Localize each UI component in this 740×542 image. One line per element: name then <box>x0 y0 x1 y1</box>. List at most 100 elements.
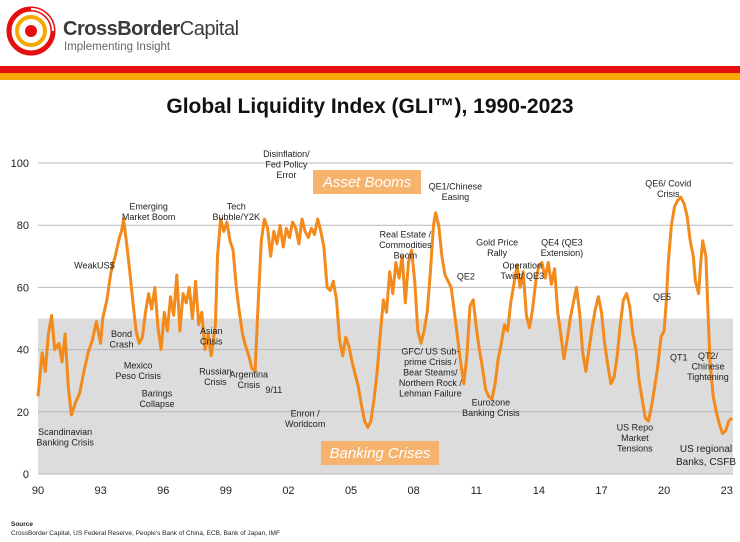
annotation-line: Argentina <box>230 370 269 380</box>
annotation-line: Crash <box>109 340 133 350</box>
x-tick-label: 17 <box>595 485 607 497</box>
side-note-line: Banks, CSFB <box>676 457 736 468</box>
annotation-line: Peso Crisis <box>115 371 161 381</box>
x-tick-label: 23 <box>721 485 733 497</box>
annotation-line: Collapse <box>139 399 174 409</box>
annotation-line: Operation <box>502 261 542 271</box>
event-annotation: QE4 (QE3 Extension) <box>541 237 584 258</box>
event-annotation: Emerging Market Boom <box>122 202 176 223</box>
annotation-line: Market <box>621 433 649 443</box>
event-annotation: Russian Crisis <box>199 366 232 387</box>
brand-name: CrossBorderCapital <box>63 18 239 41</box>
annotation-line: Commodities <box>379 240 432 250</box>
annotation-line: Real Estate / <box>380 230 432 240</box>
annotation-line: prime Crisis / <box>404 357 457 367</box>
annotation-line: Barings <box>142 388 173 398</box>
annotation-line: Bond <box>111 329 132 339</box>
annotation-line: Bear Steams/ <box>403 367 458 377</box>
event-annotation: Scandinavian Banking Crisis <box>36 427 94 448</box>
asset-booms-box-bg <box>313 170 421 194</box>
annotation-line: Error <box>276 170 296 180</box>
x-tick-label: 02 <box>282 485 294 497</box>
source-label: Source <box>11 521 34 528</box>
event-annotation: Barings Collapse <box>139 388 174 409</box>
event-annotation: QT1 <box>670 352 688 362</box>
x-tick-label: 05 <box>345 485 357 497</box>
annotation-line: Easing <box>442 192 470 202</box>
y-tick-label: 0 <box>23 469 29 481</box>
y-tick-label: 80 <box>17 220 29 232</box>
annotation-line: Tightening <box>687 372 729 382</box>
annotation-line: Banking Crisis <box>36 438 94 448</box>
annotation-line: Tensions <box>617 443 653 453</box>
brand-bold: CrossBorder <box>63 18 180 40</box>
side-note: US regional Banks, CSFB <box>676 444 736 468</box>
annotation-line: Bubble/Y2K <box>212 212 260 222</box>
side-note-line: US regional <box>680 444 732 455</box>
x-tick-label: 14 <box>533 485 545 497</box>
event-annotation: Operation Twist/ QE3 <box>500 261 544 282</box>
event-annotation: QE5 <box>653 292 671 302</box>
y-tick-label: 40 <box>17 345 29 357</box>
annotation-line: QE2 <box>457 272 475 282</box>
annotation-line: QE4 (QE3 <box>541 237 583 247</box>
annotation-line: 9/11 <box>265 385 282 395</box>
source-text: CrossBorder Capital, US Federal Reserve,… <box>11 530 280 537</box>
annotation-line: Boom <box>394 251 418 261</box>
event-annotation: Gold Price Rally <box>476 237 518 258</box>
annotation-line: Rally <box>487 248 508 258</box>
header-orange-band <box>0 73 740 80</box>
event-annotation: Bond Crash <box>109 329 133 350</box>
annotation-line: Asian <box>200 326 223 336</box>
event-annotation: Mexico Peso Crisis <box>115 360 161 381</box>
annotation-line: Disinflation/ <box>263 149 310 159</box>
gli-chart: 0 20 40 60 80 100 90 93 96 99 02 05 08 11 14 17 20 23 Asse… <box>11 149 737 497</box>
annotation-line: Crisis <box>200 337 223 347</box>
y-tick-label: 20 <box>17 407 29 419</box>
event-annotation: QE1/Chinese Easing <box>429 181 483 202</box>
annotation-line: Tech <box>227 202 246 212</box>
annotation-line: Scandinavian <box>38 427 92 437</box>
annotation-line: QE5 <box>653 292 671 302</box>
y-tick-label: 60 <box>17 282 29 294</box>
banking-crises-box-label: Banking Crises <box>330 445 431 462</box>
event-annotation: QE2 <box>457 272 475 282</box>
x-tick-label: 93 <box>94 485 106 497</box>
annotation-line: QE6/ Covid <box>645 178 691 188</box>
event-annotation: Argentina Crisis <box>230 370 269 391</box>
annotation-line: Mexico <box>124 360 153 370</box>
event-annotation: Tech Bubble/Y2K <box>212 202 260 223</box>
spiral-logo <box>6 6 56 56</box>
asset-booms-box-label: Asset Booms <box>322 174 412 191</box>
event-annotation: Disinflation/Fed Policy Error <box>263 149 310 180</box>
annotation-line: US Repo <box>617 422 654 432</box>
annotation-line: QT1 <box>670 352 688 362</box>
event-annotation: US Repo Market Tensions <box>617 422 654 453</box>
annotation-line: Crisis <box>204 377 227 387</box>
annotation-line: Extension) <box>541 248 584 258</box>
brand-tagline: Implementing Insight <box>64 41 171 53</box>
y-tick-label: 100 <box>11 158 29 170</box>
annotation-line: Chinese <box>691 361 724 371</box>
banking-crises-box-bg <box>321 441 439 465</box>
event-annotation: Asian Crisis <box>200 326 223 347</box>
banking-crises-box: Banking Crises <box>321 441 439 465</box>
annotation-line: Banking Crisis <box>462 408 520 418</box>
annotation-line: Northern Rock / <box>399 378 463 388</box>
chart-title: Global Liquidity Index (GLI™), 1990-2023 <box>166 95 574 118</box>
annotation-line: WeakUS$ <box>74 261 114 271</box>
annotation-line: Worldcom <box>285 419 325 429</box>
x-tick-label: 20 <box>658 485 670 497</box>
x-tick-label: 99 <box>220 485 232 497</box>
x-tick-label: 11 <box>471 485 482 497</box>
header-red-band <box>0 66 740 73</box>
annotation-line: Crisis <box>238 380 261 390</box>
annotation-line: Fed Policy <box>265 159 308 169</box>
event-annotation: Real Estate / Commodities Boom <box>379 230 432 261</box>
event-annotation: 9/11 <box>265 385 282 395</box>
annotation-line: QT2/ <box>698 351 719 361</box>
brand-rest: Capital <box>179 18 239 40</box>
annotation-line: Crisis <box>657 189 680 199</box>
event-annotation: QE6/ Covid Crisis <box>645 178 691 199</box>
annotation-line: Gold Price <box>476 237 518 247</box>
